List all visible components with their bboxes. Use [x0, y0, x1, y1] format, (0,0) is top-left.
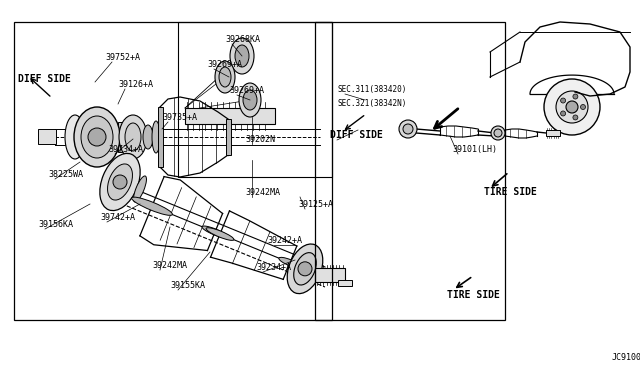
- Ellipse shape: [134, 176, 147, 202]
- Circle shape: [573, 94, 578, 99]
- Text: 39735+A: 39735+A: [162, 113, 197, 122]
- Bar: [185, 108, 275, 124]
- Ellipse shape: [239, 83, 261, 117]
- Text: 38225WA: 38225WA: [48, 170, 83, 179]
- Text: SEC.311(383420): SEC.311(383420): [338, 85, 408, 94]
- Ellipse shape: [125, 123, 141, 151]
- Circle shape: [580, 105, 586, 109]
- Circle shape: [403, 124, 413, 134]
- Text: 39156KA: 39156KA: [38, 220, 73, 229]
- Text: DIFF SIDE: DIFF SIDE: [330, 130, 383, 140]
- Text: 39242MA: 39242MA: [152, 261, 187, 270]
- Ellipse shape: [108, 164, 132, 200]
- Ellipse shape: [287, 244, 323, 294]
- Circle shape: [561, 111, 566, 116]
- Ellipse shape: [206, 228, 234, 240]
- Ellipse shape: [294, 253, 316, 285]
- Text: TIRE SIDE: TIRE SIDE: [447, 290, 500, 300]
- Circle shape: [491, 126, 505, 140]
- Circle shape: [88, 128, 106, 146]
- Ellipse shape: [65, 115, 85, 159]
- Bar: [38, 129, 56, 144]
- Text: 39101(LH): 39101(LH): [452, 145, 497, 154]
- Circle shape: [566, 101, 578, 113]
- Text: 39242+A: 39242+A: [267, 236, 302, 245]
- Circle shape: [298, 262, 312, 276]
- Circle shape: [573, 115, 578, 120]
- Ellipse shape: [279, 257, 301, 268]
- Bar: [226, 119, 231, 155]
- Bar: [338, 280, 352, 286]
- Ellipse shape: [143, 125, 153, 149]
- Text: DIFF SIDE: DIFF SIDE: [18, 74, 71, 84]
- Circle shape: [544, 79, 600, 135]
- Ellipse shape: [81, 116, 113, 158]
- Text: 39242MA: 39242MA: [245, 188, 280, 197]
- Ellipse shape: [100, 153, 140, 211]
- Text: 39268KA: 39268KA: [225, 35, 260, 44]
- Circle shape: [399, 120, 417, 138]
- Text: 39742+A: 39742+A: [100, 213, 135, 222]
- Text: JC910091: JC910091: [612, 353, 640, 362]
- Bar: [14, 22, 332, 320]
- Text: 39269+A: 39269+A: [229, 86, 264, 95]
- Ellipse shape: [132, 197, 172, 215]
- Text: 39269+A: 39269+A: [207, 60, 242, 69]
- Bar: [158, 107, 163, 167]
- Circle shape: [556, 91, 588, 123]
- Text: 39125+A: 39125+A: [298, 200, 333, 209]
- Text: 39126+A: 39126+A: [118, 80, 153, 89]
- Ellipse shape: [202, 226, 228, 238]
- Circle shape: [561, 98, 566, 103]
- Ellipse shape: [119, 115, 147, 159]
- Ellipse shape: [215, 61, 235, 93]
- Text: 39155KA: 39155KA: [170, 281, 205, 290]
- Text: TIRE SIDE: TIRE SIDE: [484, 187, 537, 197]
- Text: 39202N: 39202N: [245, 135, 275, 144]
- Circle shape: [494, 129, 502, 137]
- Ellipse shape: [235, 45, 249, 67]
- Bar: [178, 22, 332, 177]
- Bar: [546, 130, 560, 136]
- Text: 39234+A: 39234+A: [256, 263, 291, 272]
- Ellipse shape: [219, 67, 231, 87]
- Circle shape: [113, 175, 127, 189]
- Bar: [118, 122, 125, 152]
- Ellipse shape: [74, 107, 120, 167]
- Text: SEC.321(38342N): SEC.321(38342N): [338, 99, 408, 108]
- Text: 39752+A: 39752+A: [105, 53, 140, 62]
- Ellipse shape: [152, 121, 160, 153]
- Bar: [315, 22, 505, 320]
- Bar: [315, 268, 345, 282]
- Text: 39734+A: 39734+A: [108, 145, 143, 154]
- Ellipse shape: [243, 90, 257, 110]
- Ellipse shape: [230, 38, 254, 74]
